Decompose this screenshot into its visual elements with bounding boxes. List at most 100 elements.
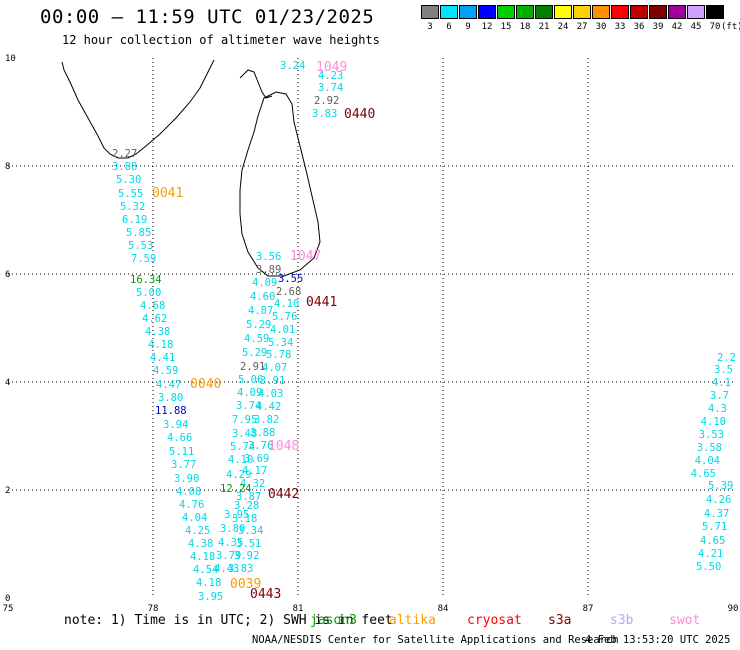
wave-height-value: 7.59 <box>131 253 156 265</box>
wave-height-value: 4.09 <box>252 277 277 289</box>
wave-height-value: 4.76 <box>179 499 204 511</box>
legend-label: 30 <box>595 22 607 32</box>
generated-timestamp: 4 Feb 13:53:20 UTC 2025 <box>585 634 731 646</box>
wave-height-value: 3.80 <box>158 392 183 404</box>
wave-height-value: 4.42 <box>256 401 281 413</box>
wave-height-value: 3.92 <box>234 550 259 562</box>
wave-height-value: 5.53 <box>128 240 153 252</box>
wave-height-value: 3.77 <box>171 459 196 471</box>
lat-lon-grid: 75 78 81 84 87 90 0 2 4 6 8 10 <box>3 54 739 614</box>
legend-label: 6 <box>446 22 452 32</box>
x-tick-label: 78 <box>148 604 159 614</box>
wave-height-value: 4.41 <box>150 352 175 364</box>
wave-height-value: 4.60 <box>250 291 275 303</box>
wave-height-value: 3.83 <box>312 108 337 120</box>
satellite-cryosat: cryosat <box>467 613 522 628</box>
legend-label: 70 <box>709 22 721 32</box>
wave-height-value: 4.1 <box>712 377 731 389</box>
legend-swatch <box>535 5 553 19</box>
wave-height-value: 4.26 <box>706 494 731 506</box>
legend-swatch <box>440 5 458 19</box>
satellite-swot: swot <box>669 613 701 628</box>
wave-height-value: 3.80 <box>220 523 245 535</box>
wave-height-values: 3.244.233.742.923.832.273.885.305.555.32… <box>112 60 736 603</box>
legend-swatch <box>687 5 705 19</box>
legend-swatch <box>497 5 515 19</box>
wave-height-value: 11.88 <box>155 405 187 417</box>
wave-height-value: 4.29 <box>226 469 251 481</box>
wave-height-value: 3.87 <box>236 491 261 503</box>
wave-height-value: 5.34 <box>268 337 293 349</box>
legend-label: 27 <box>576 22 588 32</box>
wave-height-value: 3.83 <box>228 563 253 575</box>
y-tick-label: 6 <box>5 270 10 280</box>
wave-height-value: 4.38 <box>188 538 213 550</box>
wave-height-value: 3.51 <box>236 538 261 550</box>
wave-height-value: 4.04 <box>695 455 720 467</box>
legend-swatch <box>706 5 724 19</box>
legend-swatch <box>459 5 477 19</box>
wave-height-value: 4.59 <box>244 333 269 345</box>
wave-height-value: 4.04 <box>182 512 207 524</box>
wave-height-value: 2.2 <box>717 352 736 364</box>
wave-height-value: 6.19 <box>122 214 147 226</box>
legend-label: 42 <box>671 22 683 32</box>
pass-labels: 0041 0040 0039 1047 1048 1049 0441 0440 0442 0443 <box>152 60 375 602</box>
wave-height-value: 12.24 <box>220 483 252 495</box>
wave-height-value: 4.10 <box>228 454 253 466</box>
wave-height-value: 4.38 <box>145 326 170 338</box>
wave-height-value: 3.82 <box>254 414 279 426</box>
y-tick-label: 2 <box>5 486 10 496</box>
wave-height-value: 4.66 <box>167 432 192 444</box>
pass-label: 0040 <box>190 377 221 392</box>
wave-height-value: 3.95 <box>224 509 249 521</box>
wave-height-value: 7.95 <box>232 414 257 426</box>
legend-label: 24 <box>557 22 569 32</box>
wave-height-value: 3.69 <box>244 453 269 465</box>
wave-height-value: 4.03 <box>258 388 283 400</box>
x-tick-label: 81 <box>293 604 304 614</box>
legend-label: 39 <box>652 22 664 32</box>
wave-height-value: 4.10 <box>274 298 299 310</box>
wave-height-value: 4.68 <box>140 300 165 312</box>
wave-height-value: 4.08 <box>176 486 201 498</box>
wave-height-value: 3.94 <box>163 419 188 431</box>
wave-height-value: 3.91 <box>260 375 285 387</box>
wave-height-value: 5.06 <box>238 374 263 386</box>
wave-height-value: 5.50 <box>696 561 721 573</box>
wave-height-value: 4.32 <box>240 478 265 490</box>
wave-height-value: 4.17 <box>242 465 267 477</box>
x-tick-label: 84 <box>438 604 449 614</box>
wave-height-value: 4.18 <box>190 551 215 563</box>
wave-height-value: 5.71 <box>702 521 727 533</box>
wave-height-value: 3.58 <box>697 442 722 454</box>
pass-label: 0442 <box>268 487 299 502</box>
wave-height-value: 5.29 <box>246 319 271 331</box>
x-tick-label: 90 <box>728 604 739 614</box>
legend-swatch <box>554 5 572 19</box>
wave-height-value: 3.56 <box>256 251 281 263</box>
wave-height-value: 5.39 <box>708 480 733 492</box>
legend-swatch <box>649 5 667 19</box>
satellite-s3a: s3a <box>548 613 572 628</box>
wave-height-value: 4.65 <box>700 535 725 547</box>
wave-height-value: 3.28 <box>234 500 259 512</box>
wave-height-value: 3.95 <box>198 591 223 603</box>
wave-height-value: 3.88 <box>112 161 137 173</box>
credit-text: NOAA/NESDIS Center for Satellite Applica… <box>252 634 619 646</box>
pass-label: 0041 <box>152 186 183 201</box>
pass-label: 1049 <box>316 60 347 75</box>
satellite-jason3: jason3 <box>310 613 357 628</box>
pass-label: 0440 <box>344 107 375 122</box>
india-coastline <box>61 59 215 159</box>
wave-height-value: 5.00 <box>136 287 161 299</box>
wave-height-value: 4.23 <box>318 70 343 82</box>
sri-lanka-coastline <box>239 91 321 277</box>
x-tick-label: 75 <box>3 604 14 614</box>
y-tick-label: 4 <box>5 378 10 388</box>
wave-height-value: 3.90 <box>174 473 199 485</box>
y-tick-label: 0 <box>5 594 10 604</box>
legend-swatch <box>592 5 610 19</box>
wave-height-value: 4.18 <box>148 339 173 351</box>
wave-height-value: 2.91 <box>240 361 265 373</box>
